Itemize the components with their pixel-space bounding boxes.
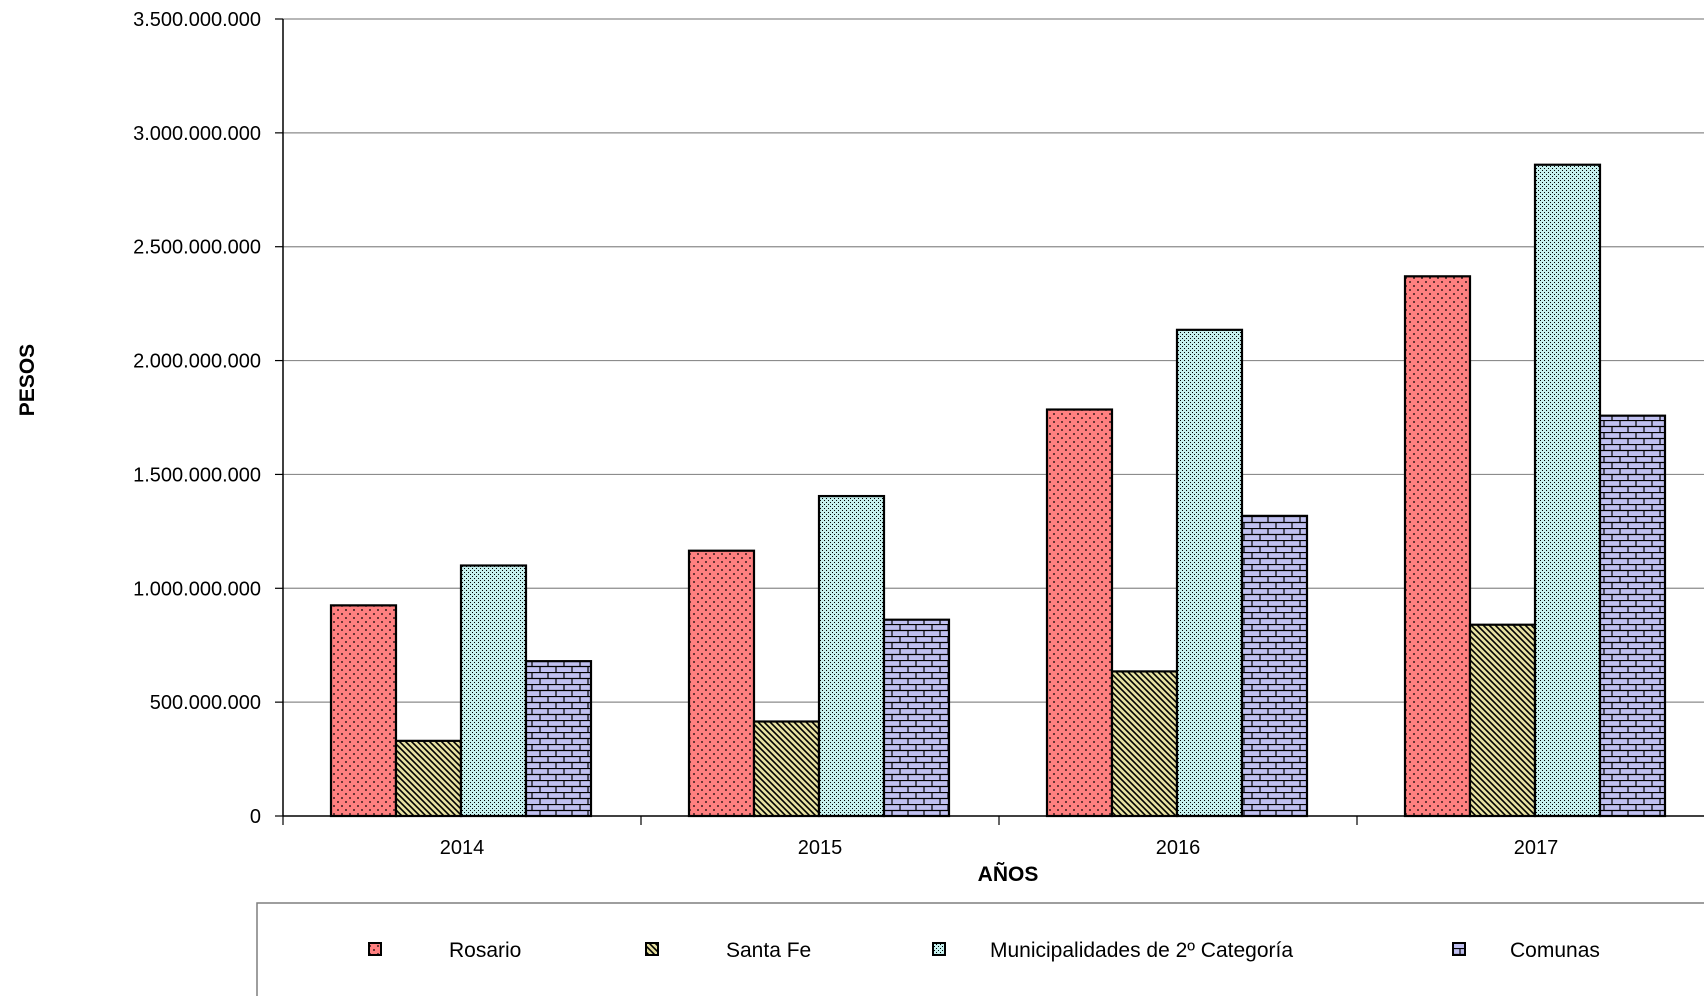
bars [329,163,1667,818]
y-tick-label: 500.000.000 [150,692,261,714]
y-tick-label: 2.500.000.000 [133,237,261,259]
bar-municipalidades-de-2-categor-a-2017 [1533,163,1602,818]
bar-santa-fe-2014 [394,739,463,818]
bar-comunas-2017 [1598,414,1667,818]
y-tick-label: 3.000.000.000 [133,123,261,145]
x-tick-labels: 2014 2015 2016 2017 [282,816,1559,859]
bar-santa-fe-2016 [1110,670,1179,818]
bar-comunas-2015 [882,618,951,818]
legend-swatch [1452,942,1466,956]
y-tick-label: 1.000.000.000 [133,578,261,600]
x-tick-label: 2015 [798,837,843,859]
bar-municipalidades-de-2-categor-a-2014 [459,564,528,818]
bar-comunas-2016 [1240,514,1309,818]
bar-rosario-2016 [1045,408,1114,818]
x-tick-label: 2017 [1514,837,1559,859]
x-tick-label: 2014 [440,837,485,859]
legend-swatch [645,942,659,956]
y-axis-title: PESOS [16,344,39,416]
legend-label: Rosario [449,939,521,962]
legend: Rosario Santa Fe Municipalidades de 2º Cat… [368,939,1600,962]
y-tick-label: 0 [250,806,261,828]
y-tick-label: 3.500.000.000 [133,9,261,31]
y-tick-label: 2.000.000.000 [133,351,261,373]
legend-label: Santa Fe [726,939,811,962]
bar-santa-fe-2015 [752,720,821,818]
bar-rosario-2015 [687,549,756,818]
y-tick-labels: 0 500.000.000 1.000.000.000 1.500.000.000 2.… [133,9,283,828]
legend-swatch [368,942,382,956]
legend-swatch [932,942,946,956]
x-axis-title: AÑOS [978,863,1039,886]
bar-municipalidades-de-2-categor-a-2015 [817,494,886,818]
bar-municipalidades-de-2-categor-a-2016 [1175,328,1244,818]
y-tick-label: 1.500.000.000 [133,464,261,486]
bar-rosario-2017 [1403,275,1472,818]
bar-comunas-2014 [524,660,593,818]
bar-santa-fe-2017 [1468,623,1537,818]
bar-rosario-2014 [329,604,398,818]
x-tick-label: 2016 [1156,837,1201,859]
axes [282,19,1704,817]
legend-label: Comunas [1510,939,1600,962]
legend-label: Municipalidades de 2º Categoría [990,939,1293,962]
